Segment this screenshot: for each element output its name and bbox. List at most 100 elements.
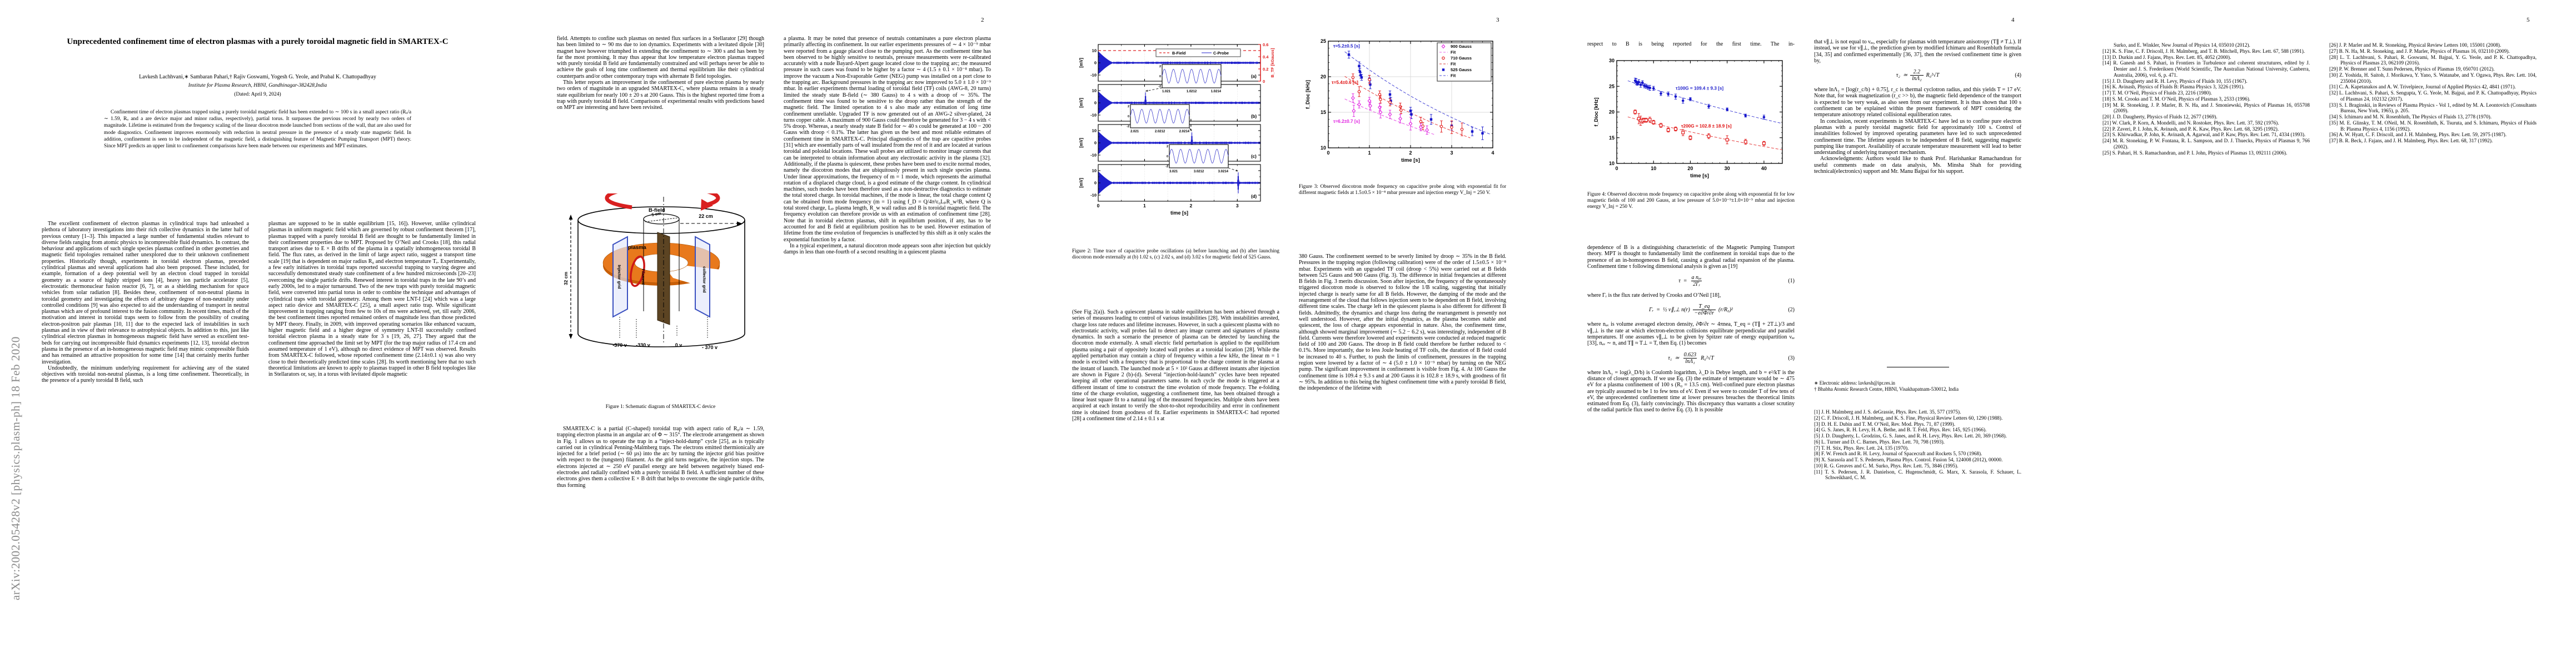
equation-2: Γᵣ = ½ ν∥,⊥ n(r) T_eq −e∂Φ/∂r (r/R₀)² (2) (1649, 303, 1795, 317)
svg-text:0: 0 (1327, 150, 1329, 156)
figure2-probe-traces: -10 0 10 [mV] (a) 0 0.2 0.4 0.6 B_TF [kGauss] B-Fi… (1076, 39, 1276, 226)
figure4-caption: Figure 4: Observed diocotron mode freque… (1587, 191, 1795, 210)
footnote: ∗ Electronic address: lavkesh@ipr.res.in (1814, 380, 1895, 386)
svg-text:0: 0 (1128, 115, 1129, 118)
svg-text:0: 0 (1097, 203, 1100, 208)
svg-text:0: 0 (1263, 79, 1265, 84)
reference-item: [14] R. Ganesh and S. Pahari, in Frontie… (2102, 60, 2310, 78)
equation-4: τ₂ ≃ 2.2 lnΛ₂ R₀²√T (4) (1896, 69, 2021, 82)
svg-text:0: 0 (1159, 75, 1161, 78)
bfield-label: B-field (649, 207, 665, 213)
reference-item: [33] S. I. Braginskii, in Reviews of Pla… (2329, 102, 2537, 114)
reference-item: [27] B. N. Ha, M. R. Stoneking, and J. P… (2329, 48, 2510, 54)
svg-text:τ=5.2±0.5 [s]: τ=5.2±0.5 [s] (1333, 44, 1360, 49)
svg-text:B-Field: B-Field (1172, 51, 1185, 56)
svg-text:[mV]: [mV] (1079, 138, 1084, 148)
svg-text:(d): (d) (1251, 194, 1257, 199)
voltage-label: -370 v (612, 342, 627, 348)
svg-text:3: 3 (1450, 150, 1453, 156)
paragraph: 380 Gauss. The confinement seemed to be … (1299, 253, 1506, 392)
plasma-label: plasma (628, 245, 646, 251)
svg-text:2.0214: 2.0214 (1179, 130, 1190, 133)
svg-text:10: 10 (1651, 166, 1656, 171)
reference-item: [29] P. W. Brenner and T. Sunn Pedersen,… (2329, 66, 2495, 72)
p4-column-2: that ν∥⊥ is not equal to νₑₑ, especially… (1814, 39, 2021, 175)
page-5: 5 Surko, and E. Winkler, New Journal of … (2061, 0, 2576, 667)
reference-item: [11] T. S. Pedersen, J. R. Danielson, C.… (1814, 469, 2021, 481)
svg-text:0: 0 (1094, 181, 1097, 186)
reference-item: [19] M. R. Stoneking, J. P. Marler, B. N… (2102, 102, 2310, 114)
reference-item: [1] J. H. Malmberg and J. S. deGrassie, … (1814, 409, 1961, 415)
footnote: † Bhabha Atomic Research Centre, HBNI, V… (1814, 386, 1959, 392)
dim-5cm-label: 5 cm (651, 211, 662, 217)
svg-text:10: 10 (1092, 88, 1097, 93)
voltage-label: - 370 v (702, 345, 718, 350)
svg-text:40: 40 (1761, 166, 1767, 171)
reference-item: [4] G. S. Janes, R. H. Levy, H. A. Bethe… (1814, 427, 1987, 433)
page-3: 3 -10 0 10 [mV] (a) 0 0.2 0.4 0.6 B_TF [kGauss] B-… (1030, 0, 1546, 667)
p4-column-1: dependence of B is a distinguishing char… (1587, 245, 1795, 414)
p3-column-2: 380 Gauss. The confinement seemed to be … (1299, 253, 1506, 392)
page-number: 2 (981, 17, 984, 23)
svg-text:-10: -10 (1090, 153, 1097, 158)
paragraph: respect to B is being reported for the f… (1587, 41, 1795, 47)
reference-item: [6] L. Turner and D. C. Barnes, Phys. Re… (1814, 439, 1945, 445)
svg-text:2: 2 (1167, 145, 1168, 148)
svg-text:(c): (c) (1251, 154, 1257, 159)
svg-text:1: 1 (1368, 150, 1371, 156)
p1-column-1: The excellent confinement of electron pl… (42, 221, 249, 384)
svg-text:2: 2 (1159, 65, 1161, 68)
paragraph: (See Fig 2(a)). Such a quiescent plasma … (1072, 309, 1279, 422)
reference-item: [37] B. R. Beck, J. Fajans, and J. H. Ma… (2329, 138, 2493, 144)
reference-item: [16] K. Avinash, Physics of Fluids B: Pl… (2102, 84, 2245, 90)
page-1: arXiv:2002.05428v2 [physics.plasm-ph] 18… (0, 0, 515, 667)
svg-text:(a): (a) (1251, 74, 1257, 79)
svg-text:0: 0 (1615, 166, 1618, 171)
p4-footnotes: ∗ Electronic address: lavkesh@ipr.res.in… (1814, 380, 2021, 392)
reference-item: [13] D. Durkin and J. Fajans, Phys. Rev.… (2102, 54, 2231, 60)
reference-item: [17] T. M. O’Neil, Physics of Fluids 23,… (2102, 90, 2212, 96)
svg-text:15: 15 (1321, 109, 1326, 115)
svg-text:3: 3 (1236, 203, 1239, 208)
svg-text:2: 2 (1128, 105, 1129, 108)
reference-item: [5] J. D. Daugherty, L. Grodzins, G. S. … (1814, 433, 2007, 439)
svg-text:10: 10 (1092, 168, 1097, 173)
paragraph: where lnΛ₂ = [log(r_c/b) + 0.75], r_c is… (1814, 87, 2021, 118)
figure3-chart-svg: 0 1 2 3 4 10 15 20 25 time [s] f_Dioc [kHz] τ=5.2±0… (1305, 38, 1494, 163)
svg-text:10: 10 (1609, 161, 1615, 166)
p4-intro-line: respect to B is being reported for the f… (1587, 41, 1795, 47)
svg-text:-10: -10 (1090, 113, 1097, 118)
svg-text:2: 2 (1409, 150, 1412, 156)
paragraph: plasmas are supposed to be in stable equ… (268, 221, 476, 378)
p2-column-2: a plasma. It may be noted that presence … (784, 36, 991, 255)
svg-text:Fit: Fit (1451, 62, 1456, 67)
abstract: Confinement time of electron plasmas tra… (104, 109, 411, 150)
paragraph: SMARTEX-C is a partial (C-shaped) toroid… (557, 426, 764, 489)
svg-text:3.021: 3.021 (1169, 170, 1178, 173)
paragraph: where lnΛ₁ = log(λ_D/b) is Coulomb logar… (1587, 369, 1795, 414)
svg-text:-10: -10 (1090, 193, 1097, 198)
paragraph: This letter reports an improvement in th… (557, 79, 764, 111)
reference-item: [23] S. Khirwadkar, P. John, K. Avinash,… (2102, 132, 2306, 138)
page-2: 2 field. Attempts to confine such plasma… (515, 0, 1030, 667)
svg-text:-2: -2 (1127, 125, 1129, 128)
collector-grid-label: collector grid (702, 266, 707, 293)
reference-item: [9] X. Sarasola and T. S. Pedersen, Plas… (1814, 457, 2003, 463)
reference-item: [35] M. E. Glinsky, T. M. ONeil, M. N. R… (2329, 120, 2537, 132)
page-number: 4 (2011, 17, 2015, 23)
p3-column-1: (See Fig 2(a)). Such a quiescent plasma … (1072, 309, 1279, 422)
figure1-caption: Figure 1: Schematic diagram of SMARTEX-C… (605, 404, 716, 409)
equation-3: τ₁ ≃ 0.623 lnΛ₁ R₀²√T (3) (1668, 351, 1795, 365)
paragraph: In conclusion, recent experiments in SMA… (1814, 118, 2021, 156)
page-4: 4 respect to B is being reported for the… (1546, 0, 2061, 667)
svg-text:τ100G = 109.4 ± 9.3 [s]: τ100G = 109.4 ± 9.3 [s] (1676, 86, 1723, 91)
svg-text:710 Gauss: 710 Gauss (1451, 56, 1472, 61)
arxiv-stamp: arXiv:2002.05428v2 [physics.plasm-ph] 18… (9, 336, 22, 600)
svg-text:[mV]: [mV] (1079, 178, 1084, 188)
paragraph: where Γᵣ is the flux rate derived by Cro… (1587, 292, 1721, 299)
svg-text:time [s]: time [s] (1690, 173, 1709, 179)
svg-text:τ=6.2±0.7 [s]: τ=6.2±0.7 [s] (1333, 119, 1360, 124)
svg-text:0: 0 (1094, 141, 1097, 146)
